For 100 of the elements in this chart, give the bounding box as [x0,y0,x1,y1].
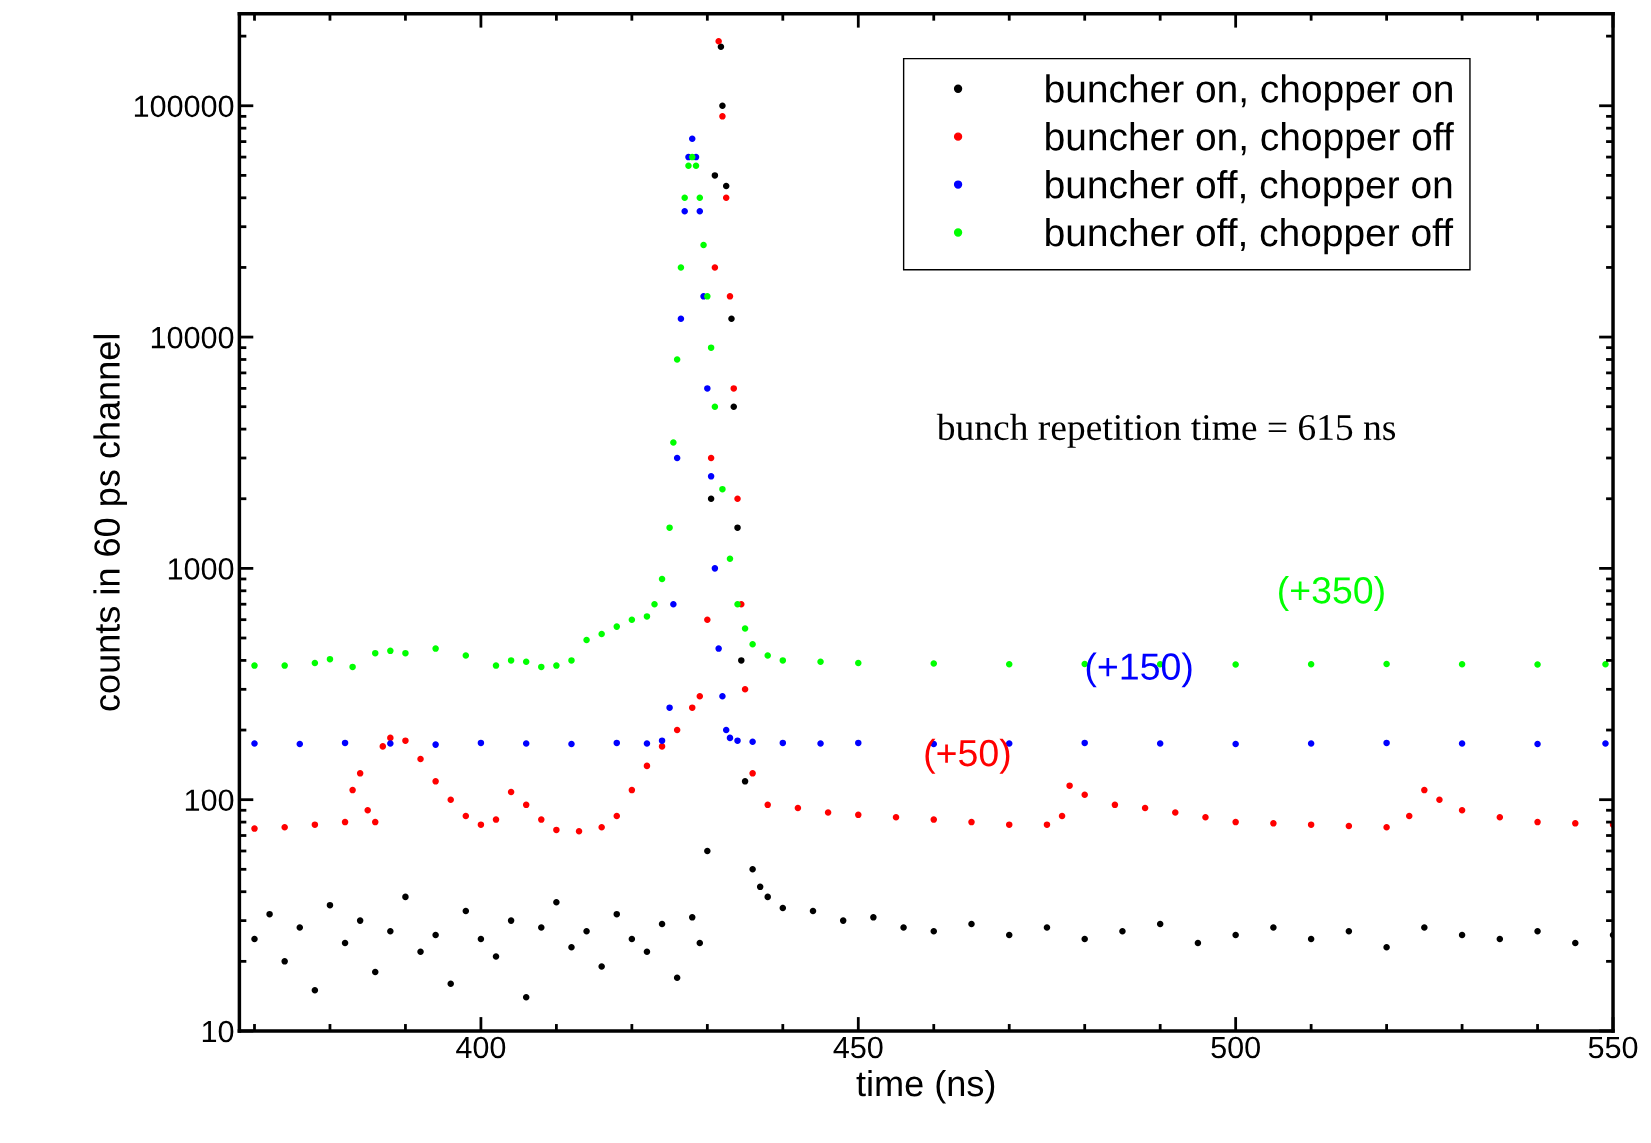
point [507,657,515,664]
point [688,153,696,161]
point [1081,739,1088,747]
point [538,663,545,671]
point [673,454,681,462]
y-tick-label: 10 [202,1020,234,1043]
y-tick-label: 1000 [168,558,234,580]
point [522,740,530,747]
annotation: (+150) [1086,652,1192,688]
point [719,692,726,700]
point [734,737,741,744]
point [779,739,787,747]
point [387,647,394,655]
point [1458,661,1466,668]
point [726,555,734,563]
point [311,659,319,667]
point [666,704,673,711]
point [1602,740,1609,747]
annotation: (+350) [1279,576,1384,612]
point [1534,661,1541,668]
point [477,739,485,747]
point [643,740,651,747]
point [349,663,356,671]
point [726,734,734,742]
point [281,662,288,669]
point [643,613,651,620]
x-tick-label: 400 [456,1036,506,1059]
legend-label: buncher off, chopper on [1046,169,1452,207]
point [677,315,685,323]
point [666,524,673,531]
x-axis-title: time (ns) [856,1069,995,1104]
point [432,741,439,748]
legend-label: buncher on, chopper off [1046,122,1454,159]
x-tick-label: 450 [833,1036,883,1059]
point [628,616,636,623]
point [930,660,938,667]
point [685,162,692,170]
point [749,640,756,648]
point [711,565,719,572]
y-axis-title: counts in 60 ps channel [93,335,128,711]
point [692,162,700,170]
point [681,207,688,215]
point [492,662,500,669]
annotation: bunch repetition time = 615 ns [936,413,1396,448]
point [779,657,787,664]
point [568,740,575,748]
point [707,344,715,351]
point [749,738,756,746]
point [677,264,685,271]
point [1534,740,1541,748]
point [1383,739,1390,747]
point [568,657,575,664]
point [387,740,394,747]
point [553,662,560,669]
legend-label: buncher off, chopper off [1046,217,1454,255]
x-tick-label: 500 [1211,1036,1260,1059]
point [326,655,334,663]
point [462,652,470,659]
point [613,739,621,747]
y-tick-label: 100000 [134,95,234,118]
point [734,600,741,608]
annotation: (+50) [925,738,1010,774]
point [658,575,666,583]
point [707,473,715,480]
point [1383,660,1390,668]
point [432,645,439,652]
point [1005,661,1013,668]
point [1307,740,1315,747]
point [670,600,677,608]
point [1232,661,1239,668]
point [855,739,862,747]
point [700,241,707,249]
point [402,649,409,657]
point [1232,740,1239,748]
point [658,737,666,744]
point [722,726,730,734]
y-tick-label: 100 [185,789,234,812]
point [1156,740,1164,747]
point [711,403,719,410]
point [651,600,658,608]
point [817,740,824,747]
point [296,740,304,748]
point [251,740,258,747]
point [764,652,771,659]
point [715,645,722,652]
point [251,662,258,669]
point [696,207,704,215]
point [1458,740,1466,747]
point [598,630,605,638]
point [741,625,749,632]
point [855,659,862,667]
point [817,658,824,665]
point [704,385,711,392]
x-tick-label: 550 [1588,1036,1638,1059]
point [371,649,379,657]
point [1602,661,1609,668]
point [696,194,704,202]
point [704,293,711,300]
point [670,439,677,446]
point [522,658,530,665]
